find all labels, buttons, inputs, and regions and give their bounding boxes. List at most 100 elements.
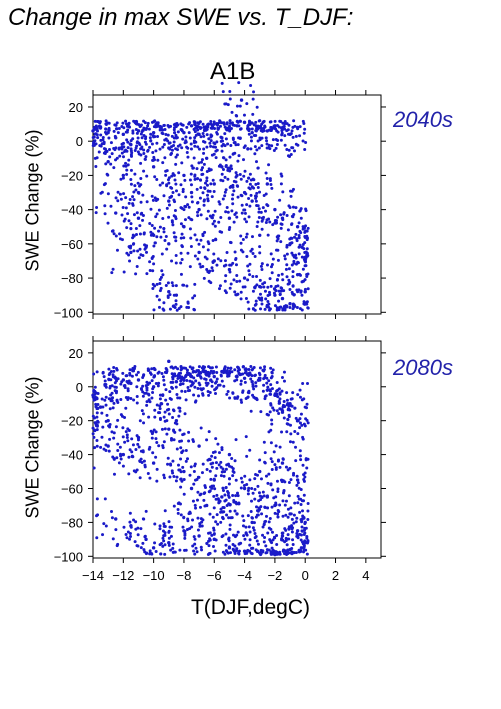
data-point	[295, 237, 299, 241]
data-point	[208, 458, 212, 462]
data-point	[293, 235, 297, 239]
data-point	[129, 168, 133, 172]
data-point	[242, 174, 246, 178]
data-point	[243, 474, 247, 478]
data-point	[297, 252, 301, 256]
data-point	[121, 121, 125, 125]
data-point	[264, 171, 268, 175]
data-point	[228, 369, 232, 373]
data-point	[128, 537, 132, 541]
data-point	[266, 385, 270, 389]
data-point	[248, 182, 252, 186]
data-point	[162, 378, 166, 382]
data-point	[139, 147, 143, 151]
data-point	[192, 470, 196, 474]
data-point	[109, 369, 113, 373]
data-point	[271, 138, 275, 142]
data-point	[123, 440, 127, 444]
data-point	[208, 551, 212, 555]
data-point	[169, 397, 173, 401]
data-point	[189, 147, 193, 151]
data-point	[269, 552, 273, 556]
data-point	[267, 472, 271, 476]
data-point	[215, 377, 219, 381]
data-point	[94, 402, 98, 406]
data-point	[133, 172, 137, 176]
data-point	[228, 527, 232, 531]
data-point	[193, 503, 197, 507]
data-point	[238, 373, 242, 377]
data-point	[136, 442, 140, 446]
data-point	[160, 371, 164, 375]
data-point	[125, 435, 129, 439]
data-point	[179, 261, 183, 265]
data-point	[231, 152, 235, 156]
data-point	[269, 252, 273, 256]
data-point	[253, 487, 257, 491]
data-point	[276, 487, 280, 491]
data-point	[170, 281, 174, 285]
data-point	[141, 390, 145, 394]
data-point	[234, 263, 238, 267]
data-point	[218, 287, 222, 291]
data-point	[171, 191, 175, 195]
data-point	[298, 449, 302, 453]
data-point	[258, 278, 262, 282]
data-point	[304, 417, 308, 421]
data-point	[113, 389, 117, 393]
data-point	[128, 368, 132, 372]
data-point	[157, 229, 161, 233]
data-point	[269, 383, 273, 387]
data-point	[224, 532, 228, 536]
data-point	[249, 135, 253, 139]
data-point	[261, 549, 265, 553]
data-point	[188, 121, 192, 125]
data-point	[101, 370, 105, 374]
data-point	[189, 142, 193, 146]
data-point	[190, 200, 194, 204]
data-point	[98, 144, 102, 148]
data-point	[193, 542, 197, 546]
data-point	[280, 376, 284, 380]
data-point	[153, 541, 157, 545]
data-point	[199, 135, 203, 139]
data-point	[203, 181, 207, 185]
data-point	[283, 127, 287, 131]
data-point	[267, 290, 271, 294]
data-point	[299, 412, 303, 416]
data-point	[232, 278, 236, 282]
data-point	[250, 235, 254, 239]
data-point	[298, 125, 302, 129]
data-point	[143, 463, 147, 467]
data-point	[104, 395, 108, 399]
data-point	[276, 512, 280, 516]
data-point	[228, 263, 232, 267]
data-point	[286, 507, 290, 511]
data-point	[275, 533, 279, 537]
data-point	[108, 437, 112, 441]
data-point	[122, 192, 126, 196]
data-point	[174, 133, 178, 137]
data-point	[301, 139, 305, 143]
data-point	[203, 504, 207, 508]
data-point	[298, 209, 302, 213]
data-point	[302, 493, 306, 497]
data-point	[179, 457, 183, 461]
data-point	[272, 535, 276, 539]
data-point	[139, 527, 143, 531]
data-point	[257, 491, 261, 495]
data-point	[303, 539, 307, 543]
data-point	[226, 210, 230, 214]
data-point	[134, 470, 138, 474]
data-point	[293, 429, 297, 433]
data-point	[270, 271, 274, 275]
data-point	[184, 398, 188, 402]
data-point	[151, 134, 155, 138]
data-point	[221, 197, 225, 201]
data-point	[173, 374, 177, 378]
data-point	[100, 411, 104, 415]
data-point	[144, 135, 148, 139]
data-point	[115, 456, 119, 460]
data-point	[191, 166, 195, 170]
data-point	[136, 438, 140, 442]
